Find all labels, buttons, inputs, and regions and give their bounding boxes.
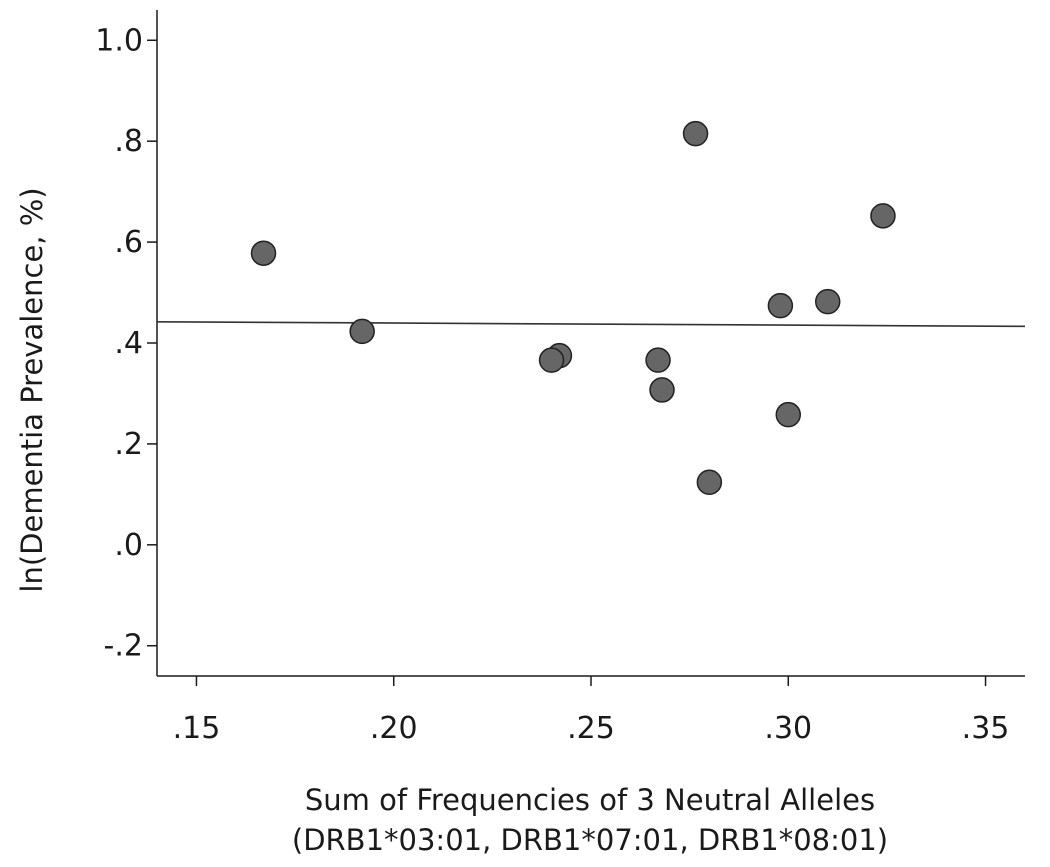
- data-point: [775, 401, 802, 428]
- x-axis-title: Sum of Frequencies of 3 Neutral Alleles: [305, 783, 875, 817]
- x-tick-label: .35: [962, 711, 1010, 746]
- y-axis-title: ln(Dementia Prevalence, %): [15, 187, 49, 592]
- data-point: [814, 288, 841, 315]
- x-tick-label: .20: [370, 711, 418, 746]
- data-point: [696, 469, 723, 496]
- data-point: [649, 377, 675, 403]
- data-point: [767, 292, 794, 319]
- y-tick-label: .4: [114, 326, 143, 361]
- y-ticks: 1.0 .8 .6 .4 .2 .0 -.2: [95, 23, 157, 664]
- y-tick-label: .0: [114, 528, 143, 563]
- fit-line: [156, 321, 1026, 328]
- data-points: [250, 120, 896, 496]
- data-point: [645, 347, 671, 373]
- y-tick-label: -.2: [104, 629, 143, 664]
- y-tick-label: .8: [114, 124, 143, 159]
- y-tick-label: .2: [114, 427, 143, 462]
- data-point: [682, 120, 709, 147]
- data-point: [538, 347, 565, 373]
- x-tick-label: .15: [173, 711, 221, 746]
- y-tick-label: .6: [114, 225, 143, 260]
- data-point: [349, 318, 375, 345]
- x-axis-subtitle: (DRB1*03:01, DRB1*07:01, DRB1*08:01): [292, 823, 888, 857]
- y-tick-label: 1.0: [95, 23, 143, 58]
- x-ticks: .15 .20 .25 .30 .35: [173, 676, 1010, 746]
- x-tick-label: .25: [567, 711, 615, 746]
- data-point: [870, 203, 896, 229]
- data-point: [250, 240, 277, 266]
- x-tick-label: .30: [764, 711, 812, 746]
- axes: [156, 10, 1025, 677]
